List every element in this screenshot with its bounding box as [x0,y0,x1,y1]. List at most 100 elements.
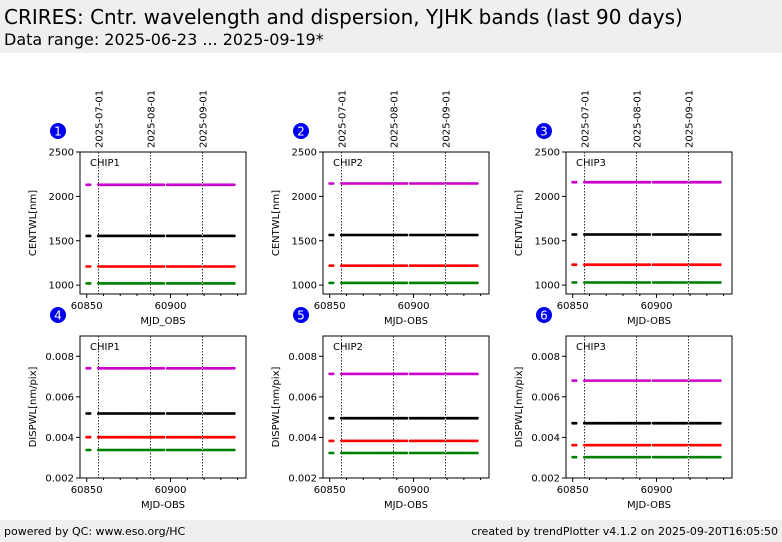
data-point [405,182,409,185]
plot-frame [322,151,490,295]
data-point [475,439,479,443]
data-point [648,233,652,236]
y-axis-label: CENTWL[nm] [514,190,525,256]
data-point [574,455,578,459]
data-point [648,455,652,459]
y-tick-label: 0.008 [288,352,317,363]
data-point [648,263,652,267]
data-series-4 [571,455,722,459]
data-point [574,263,578,267]
y-tick-label: 0.004 [288,433,317,444]
data-point [162,183,166,187]
x-tick-label: 60850 [314,485,346,496]
data-series-4 [328,281,479,285]
x-axis-label: MJD-OBS [627,500,671,511]
x-axis-label: MJD-OBS [384,316,428,327]
y-tick-label: 1500 [292,236,317,247]
data-point [648,443,652,447]
data-point [162,265,166,268]
data-point [648,281,652,284]
data-point [475,182,479,185]
data-series-2 [571,421,722,425]
panel-number: 5 [297,309,305,323]
data-point [574,281,578,284]
data-point [685,455,689,459]
data-point [88,448,92,452]
chip-label: CHIP3 [576,342,606,353]
y-tick-label: 0.008 [531,352,560,363]
x-tick-label: 60850 [71,485,103,496]
data-series-2 [328,233,479,237]
chip-label: CHIP2 [333,158,363,169]
x-tick-label: 60900 [155,485,187,496]
chart-panel-5: 5 60850 60900 0.002 0.004 0.006 0.008 MJD-OBS DI… [271,307,490,511]
data-point [162,412,166,415]
y-tick-label: 2000 [49,192,74,203]
plot-frame [565,151,733,295]
data-series-3 [85,435,236,439]
y-tick-label: 2000 [535,192,560,203]
data-series-1 [85,366,236,370]
panel-number: 3 [540,125,548,139]
panel-number-badge [50,123,66,139]
data-point [718,263,722,267]
data-point [232,265,236,268]
y-tick-label: 2500 [535,148,560,159]
x-tick-label: 60850 [71,301,103,312]
data-point [442,416,446,420]
data-point [232,448,236,452]
panel-number-badge [50,307,66,323]
data-point [88,265,92,268]
date-marker-label: 2025-07-01 [580,90,591,148]
data-point [232,183,236,187]
y-axis-label: CENTWL[nm] [271,190,282,256]
data-point [718,233,722,236]
page-footer: powered by QC: www.eso.org/HC created by… [0,520,782,542]
data-point [685,421,689,425]
data-point [331,264,335,267]
date-marker-label: 2025-07-01 [94,90,105,148]
data-point [88,183,92,187]
panel-number: 1 [54,125,62,139]
data-point [718,443,722,447]
data-point [685,379,689,382]
data-point [718,379,722,382]
data-point [232,366,236,370]
data-point [199,234,203,238]
data-point [162,234,166,238]
data-point [442,439,446,443]
data-point [331,451,335,455]
chart-panel-6: 6 60850 60900 0.002 0.004 0.006 0.008 MJD-OBS DI… [514,307,733,511]
data-point [574,443,578,447]
data-series-1 [328,372,479,376]
data-point [648,421,652,425]
data-series-3 [328,439,479,443]
data-point [475,372,479,376]
y-tick-label: 0.002 [45,474,74,485]
data-point [232,412,236,415]
data-series-1 [328,182,479,185]
footer-credit: powered by QC: www.eso.org/HC [4,525,186,538]
y-tick-label: 0.004 [45,433,74,444]
y-tick-label: 1500 [535,236,560,247]
x-tick-label: 60900 [398,301,430,312]
data-series-3 [85,265,236,268]
data-point [475,264,479,267]
data-point [199,448,203,452]
plot-frame [79,335,247,479]
data-point [685,180,689,184]
chip-label: CHIP1 [90,342,120,353]
y-tick-label: 0.006 [45,392,74,403]
data-point [331,281,335,285]
data-point [475,281,479,285]
data-point [718,421,722,425]
data-series-4 [85,448,236,452]
y-tick-label: 0.006 [288,392,317,403]
panel-number: 6 [540,309,548,323]
data-point [574,379,578,382]
y-axis-label: DISPWL[nm/pix] [28,367,39,448]
chart-panel-3: 3 2025-07-01 2025-08-01 2025-09-01 60850 6090… [514,90,733,327]
plot-frame [79,151,247,295]
y-tick-label: 0.002 [288,474,317,485]
